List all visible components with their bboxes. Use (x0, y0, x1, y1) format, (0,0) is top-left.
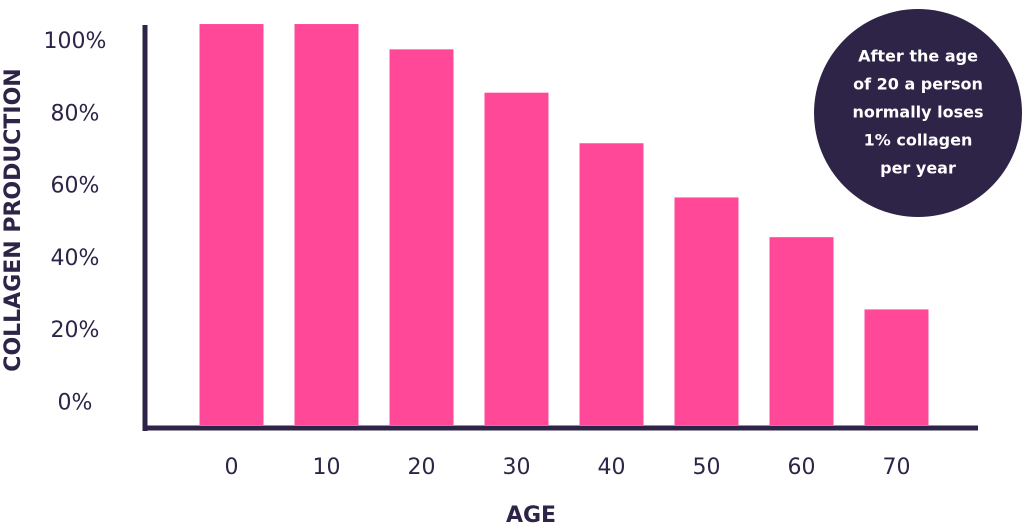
bar (579, 143, 644, 426)
bar (294, 24, 359, 426)
x-tick-label: 0 (225, 455, 239, 480)
x-tick-label: 10 (313, 455, 341, 480)
annotation-bubble (814, 9, 1022, 217)
y-tick-label: 40% (51, 246, 100, 271)
x-tick-label: 50 (693, 455, 721, 480)
annotation-line: of 20 a person (853, 75, 983, 94)
y-tick-label: 20% (51, 318, 100, 343)
bar (769, 237, 834, 425)
y-tick-label: 80% (51, 101, 100, 126)
annotation-line: normally loses (852, 103, 983, 122)
bar (389, 49, 454, 426)
bar (864, 309, 929, 425)
x-tick-label: 40 (598, 455, 626, 480)
x-tick-label: 60 (788, 455, 816, 480)
x-tick-label: 20 (408, 455, 436, 480)
y-tick-label: 0% (58, 390, 93, 415)
y-axis-title: COLLAGEN PRODUCTION (1, 68, 26, 371)
annotation-line: per year (880, 159, 956, 178)
x-axis-title: AGE (506, 503, 556, 528)
annotation-line: 1% collagen (864, 131, 973, 150)
x-tick-label: 30 (503, 455, 531, 480)
y-tick-label: 60% (51, 174, 100, 199)
annotation-line: After the age (858, 47, 978, 66)
bar (484, 92, 549, 426)
bar (674, 197, 739, 425)
x-tick-label: 70 (883, 455, 911, 480)
bar (199, 24, 264, 426)
y-tick-label: 100% (44, 29, 107, 54)
